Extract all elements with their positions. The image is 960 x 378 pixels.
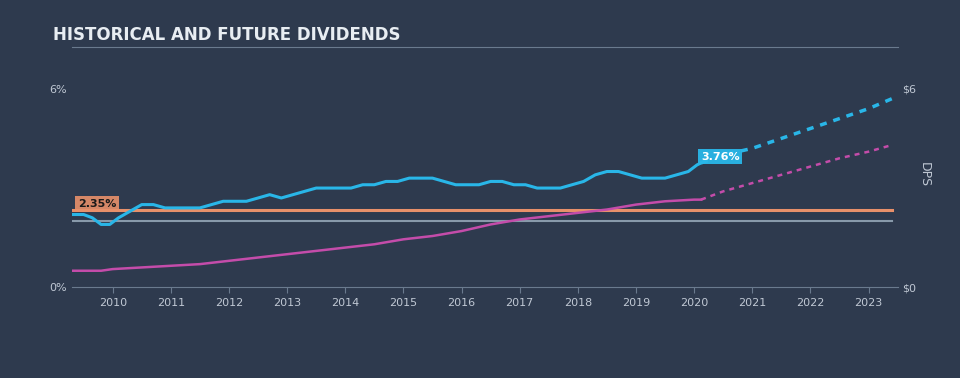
Text: 2.35%: 2.35% <box>78 198 116 209</box>
Legend: OMC yield, OMC annual DPS, Media, Market: OMC yield, OMC annual DPS, Media, Market <box>241 376 646 378</box>
Text: 3.76%: 3.76% <box>701 152 740 162</box>
Y-axis label: DPS: DPS <box>918 162 930 187</box>
Text: HISTORICAL AND FUTURE DIVIDENDS: HISTORICAL AND FUTURE DIVIDENDS <box>53 26 400 45</box>
